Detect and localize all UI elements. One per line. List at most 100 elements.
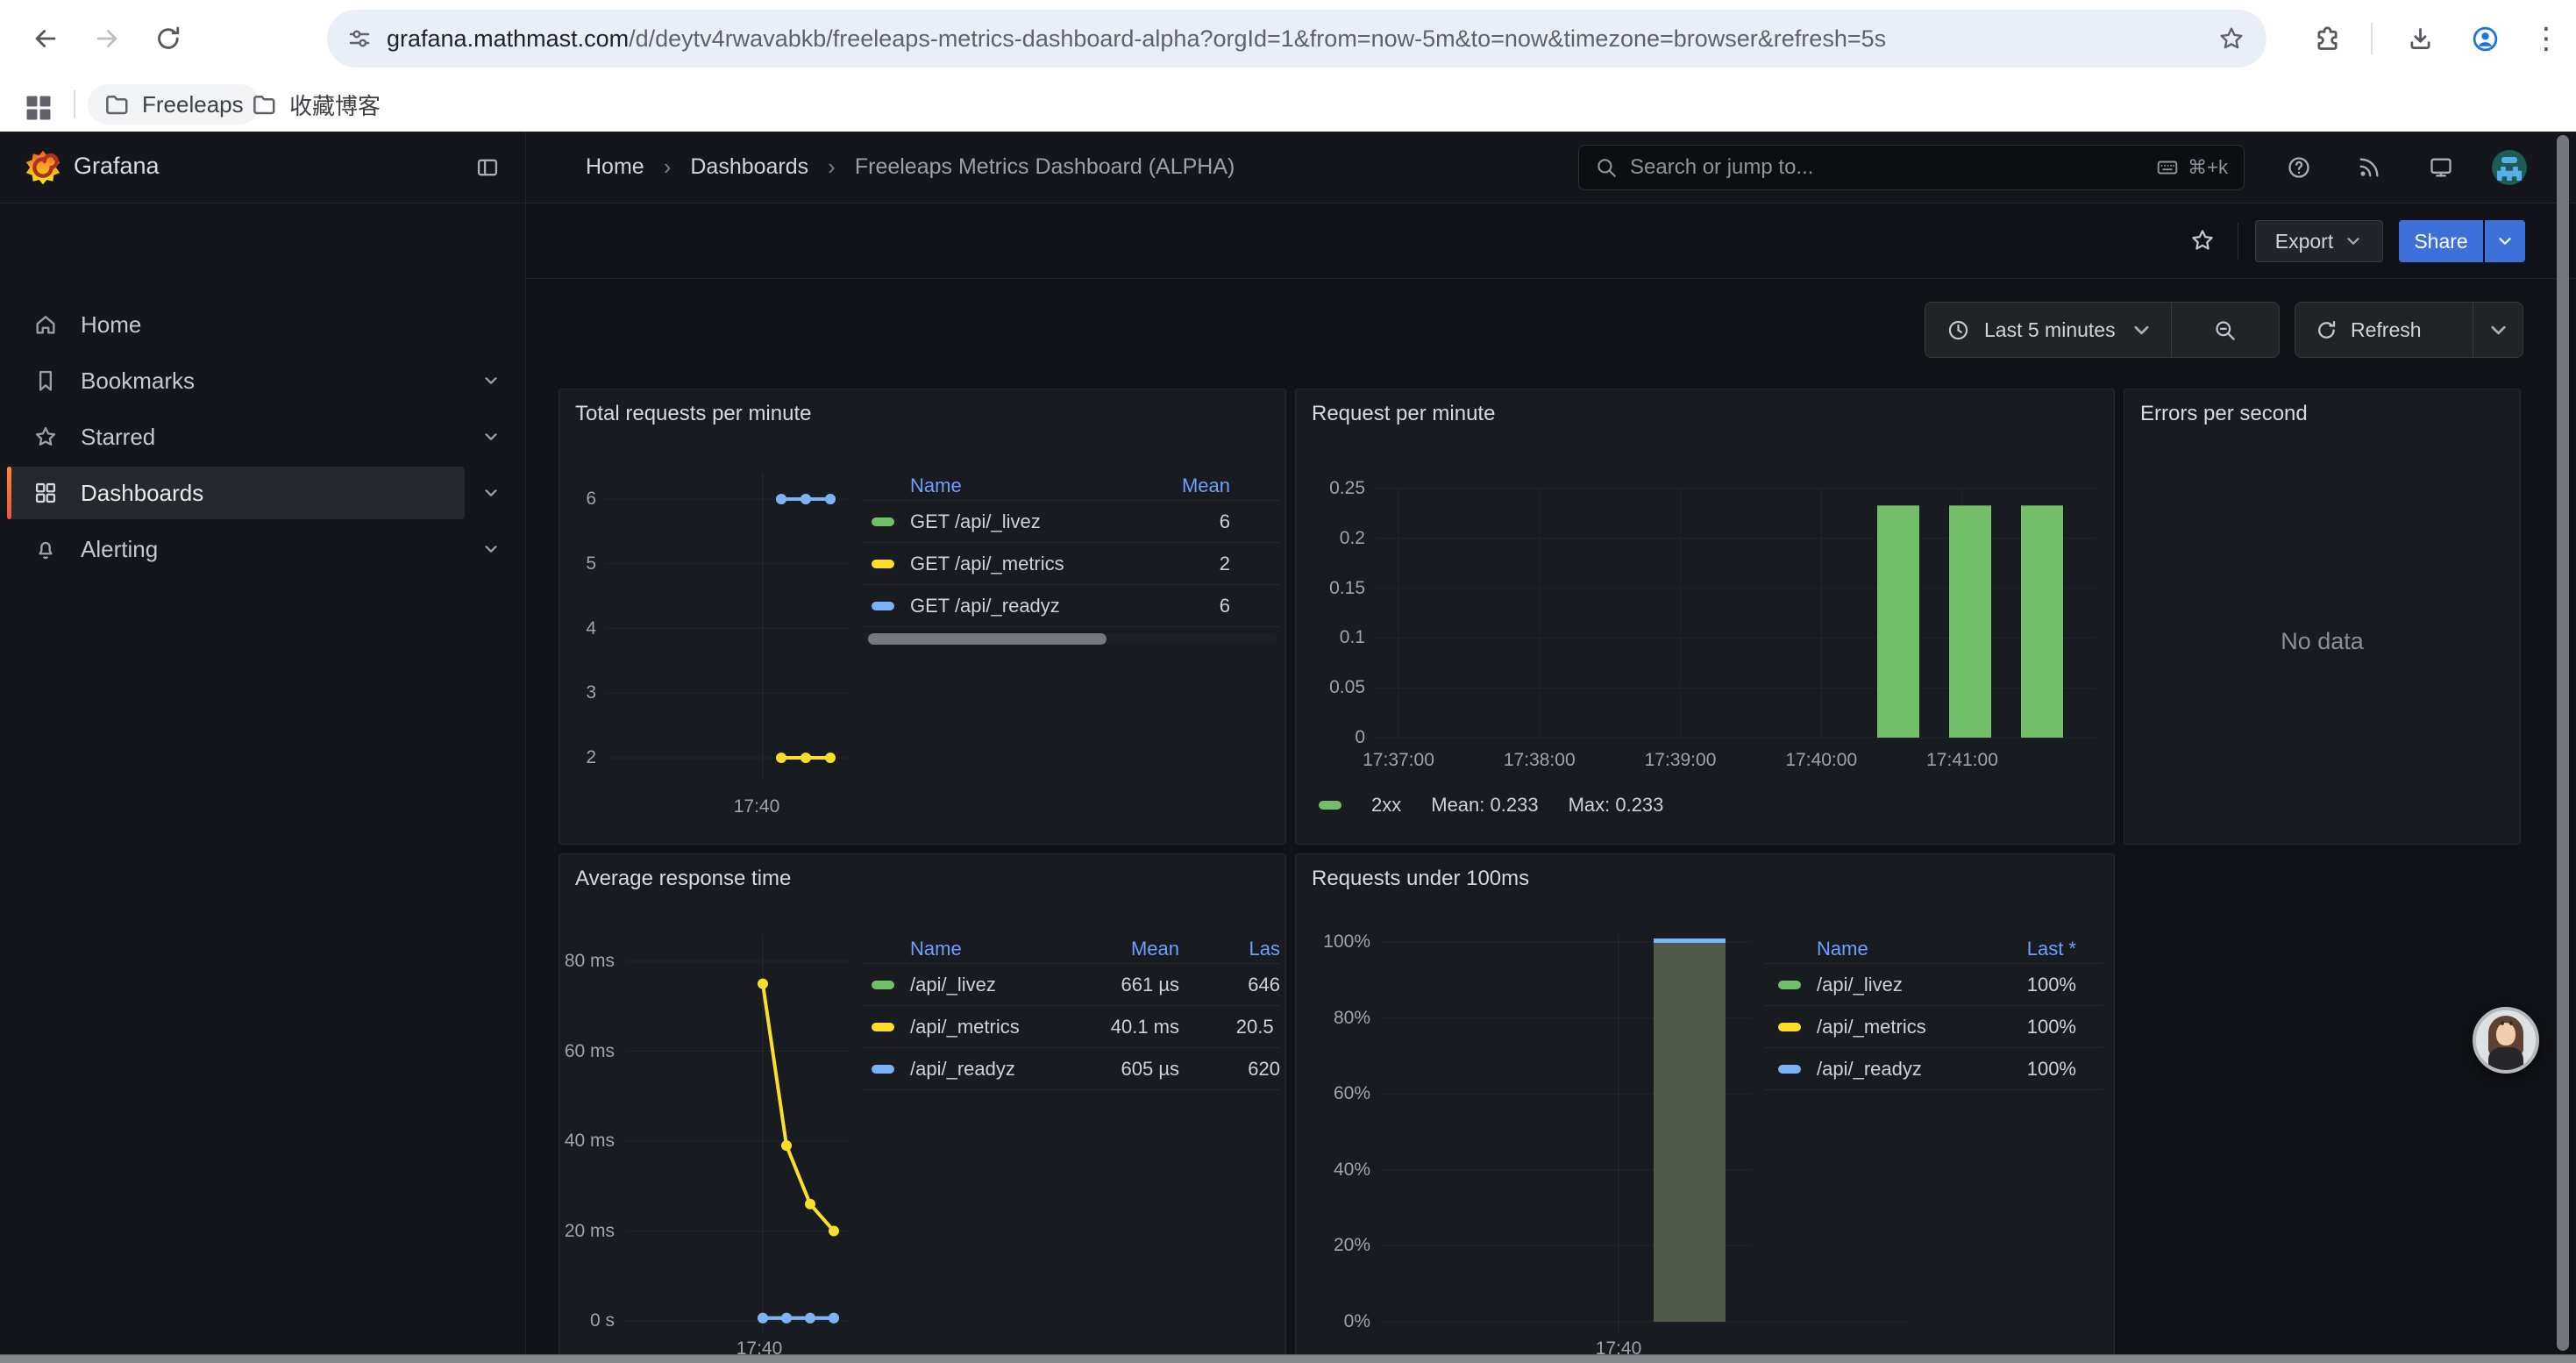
sidebar-toggle-button[interactable]: [466, 146, 509, 189]
panel-title[interactable]: Errors per second: [2140, 402, 2308, 426]
sidebar-item-home[interactable]: Home: [7, 298, 465, 351]
legend-col-mean[interactable]: Mean: [1182, 475, 1230, 497]
legend-row[interactable]: /api/_livez 661 µs 646: [862, 964, 1280, 1006]
legend-row[interactable]: /api/_metrics 40.1 ms 20.5 r: [862, 1006, 1280, 1048]
legend-col-name[interactable]: Name: [910, 938, 962, 960]
share-menu-button[interactable]: [2485, 220, 2525, 262]
zoom-out-button[interactable]: [2172, 318, 2279, 342]
sidebar-expand-alerting[interactable]: [473, 532, 509, 567]
keyboard-icon: [2156, 156, 2179, 179]
legend-col-mean[interactable]: Mean: [1131, 938, 1179, 960]
download-icon: [2406, 25, 2435, 54]
sidebar-item-alerting[interactable]: Alerting: [7, 523, 465, 575]
axis-tick-label: 17:37:00: [1363, 749, 1434, 772]
axis-tick-label: 17:40:00: [1785, 749, 1857, 772]
sidebar-item-starred[interactable]: Starred: [7, 410, 465, 463]
bookmarks-divider: [74, 90, 75, 118]
sidebar-expand-dashboards[interactable]: [473, 475, 509, 510]
reload-button[interactable]: [142, 12, 195, 65]
legend-row[interactable]: /api/_readyz 100%: [1765, 1048, 2103, 1090]
back-icon: [31, 24, 60, 54]
breadcrumb-dashboards[interactable]: Dashboards: [690, 154, 808, 180]
refresh-icon: [2315, 318, 2338, 342]
search-input-wrap[interactable]: ⌘+k: [1578, 145, 2245, 190]
toolbar-divider: [2371, 23, 2373, 54]
bookmark-page-button[interactable]: [2217, 25, 2245, 53]
legend-scrollbar[interactable]: [864, 633, 1278, 645]
bell-icon: [33, 537, 58, 561]
bar-chart: [1296, 854, 2116, 1354]
user-avatar[interactable]: [2492, 150, 2527, 185]
series-mean: 661 µs: [1121, 974, 1180, 996]
url-bar[interactable]: grafana.mathmast.com/d/deytv4rwavabkb/fr…: [327, 10, 2266, 68]
axis-tick-label: 20%: [1334, 1234, 1370, 1257]
favorite-dashboard-button[interactable]: [2181, 219, 2224, 261]
downloads-button[interactable]: [2397, 16, 2443, 61]
series-swatch: [872, 602, 894, 610]
folder-icon: [251, 91, 277, 118]
site-settings-icon[interactable]: [346, 25, 373, 52]
axis-tick-label: 40%: [1334, 1159, 1370, 1181]
legend-row[interactable]: /api/_readyz 605 µs 620: [862, 1048, 1280, 1090]
series-name: /api/_metrics: [910, 1016, 1020, 1038]
series-swatch: [1319, 801, 1341, 810]
help-button[interactable]: [2278, 146, 2320, 189]
news-button[interactable]: [2348, 146, 2390, 189]
bookmark-folder-blogs[interactable]: 收藏博客: [235, 84, 396, 125]
share-button[interactable]: Share: [2399, 220, 2483, 262]
display-button[interactable]: [2420, 146, 2462, 189]
scrollbar-thumb[interactable]: [868, 633, 1107, 645]
bookmark-label: 收藏博客: [289, 89, 381, 121]
grafana-header: Grafana Home › Dashboards › Freeleaps Me…: [0, 132, 2576, 203]
sidebar-item-bookmarks[interactable]: Bookmarks: [7, 354, 465, 407]
assistant-avatar-button[interactable]: [2473, 1007, 2539, 1074]
sidebar-item-label: Bookmarks: [81, 368, 195, 395]
grafana-logo[interactable]: [25, 149, 61, 186]
back-button[interactable]: [19, 12, 72, 65]
breadcrumb-home[interactable]: Home: [586, 154, 644, 180]
series-mean: 6: [1220, 595, 1230, 617]
sidebar-item-dashboards[interactable]: Dashboards: [7, 467, 465, 519]
refresh-interval-button[interactable]: [2473, 318, 2523, 342]
dashboards-grid-icon: [33, 481, 58, 505]
legend-row[interactable]: GET /api/_livez 6: [862, 501, 1280, 543]
star-icon: [33, 425, 58, 449]
legend-col-last[interactable]: Las: [1249, 938, 1280, 960]
legend-header: Name Mean: [862, 472, 1280, 501]
legend-col-name[interactable]: Name: [910, 475, 962, 497]
panel-requests-under-100ms: Requests under 100ms 100%80%60%40%20%0% …: [1295, 853, 2115, 1354]
axis-tick-label: 17:41:00: [1926, 749, 1998, 772]
y-axis: 80 ms60 ms40 ms20 ms0 s: [559, 854, 615, 1354]
search-input[interactable]: [1630, 155, 2144, 180]
bookmark-icon: [33, 368, 58, 393]
sidebar-expand-starred[interactable]: [473, 419, 509, 454]
chevron-down-icon: [2344, 232, 2363, 251]
legend-row[interactable]: GET /api/_readyz 6: [862, 585, 1280, 627]
sidebar-item-label: Dashboards: [81, 480, 203, 507]
legend-col-last[interactable]: Last *: [2027, 938, 2076, 960]
legend-inline[interactable]: 2xx Mean: 0.233 Max: 0.233: [1319, 794, 1663, 817]
url-text[interactable]: grafana.mathmast.com/d/deytv4rwavabkb/fr…: [387, 25, 1886, 53]
forward-button[interactable]: [81, 12, 133, 65]
legend-row[interactable]: /api/_metrics 100%: [1765, 1006, 2103, 1048]
axis-tick-label: 4: [586, 617, 596, 640]
page-scrollbar[interactable]: [2557, 135, 2569, 1351]
legend-col-name[interactable]: Name: [1817, 938, 1868, 960]
series-max: Max: 0.233: [1569, 794, 1664, 817]
x-axis: 17:40: [1296, 1338, 2116, 1354]
legend-row[interactable]: GET /api/_metrics 2: [862, 543, 1280, 585]
extensions-button[interactable]: [2304, 16, 2350, 61]
profile-button[interactable]: [2462, 16, 2508, 61]
axis-tick-label: 17:40: [734, 796, 780, 818]
export-button[interactable]: Export: [2255, 220, 2383, 262]
bookmark-folder-freeleaps[interactable]: Freeleaps: [88, 84, 260, 125]
no-data-label: No data: [2124, 628, 2520, 655]
refresh-button[interactable]: Refresh: [2295, 318, 2473, 342]
time-controls: Last 5 minutes: [1925, 302, 2280, 358]
legend-row[interactable]: /api/_livez 100%: [1765, 964, 2103, 1006]
window-bottom-edge: [0, 1354, 2576, 1363]
browser-menu-button[interactable]: ⋮: [2523, 16, 2569, 61]
apps-grid-icon[interactable]: [23, 92, 54, 124]
time-range-picker[interactable]: Last 5 minutes: [1925, 318, 2171, 342]
sidebar-expand-bookmarks[interactable]: [473, 363, 509, 398]
